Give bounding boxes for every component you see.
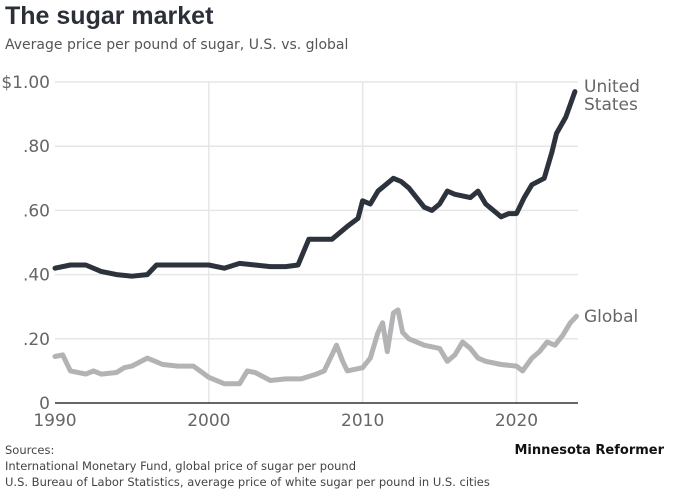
y-tick-label: .40 [23,266,50,286]
us-series-label: States [584,95,638,115]
y-tick-label: 0 [39,394,50,414]
x-tick-label: 2010 [341,411,384,431]
us-series-label: United [584,77,640,97]
us-price-line [52,89,578,279]
brand-logo: Minnesota Reformer [514,443,665,458]
source-bls: U.S. Bureau of Labor Statistics, average… [5,475,490,489]
chart-subtitle: Average price per pound of sugar, U.S. v… [5,37,349,53]
x-tick-label: 1990 [33,411,76,431]
y-tick-label: .80 [23,137,50,157]
sources-heading: Sources: [5,443,55,457]
y-tick-label: .20 [23,330,50,350]
x-tick-label: 2020 [495,411,538,431]
chart-title: The sugar market [5,2,214,30]
y-tick-label: $1.00 [1,73,50,93]
global-price-line [52,307,579,387]
x-tick-label: 2000 [187,411,230,431]
source-imf: International Monetary Fund, global pric… [5,459,357,473]
global-series-label: Global [584,307,638,327]
y-tick-label: .60 [23,201,50,221]
